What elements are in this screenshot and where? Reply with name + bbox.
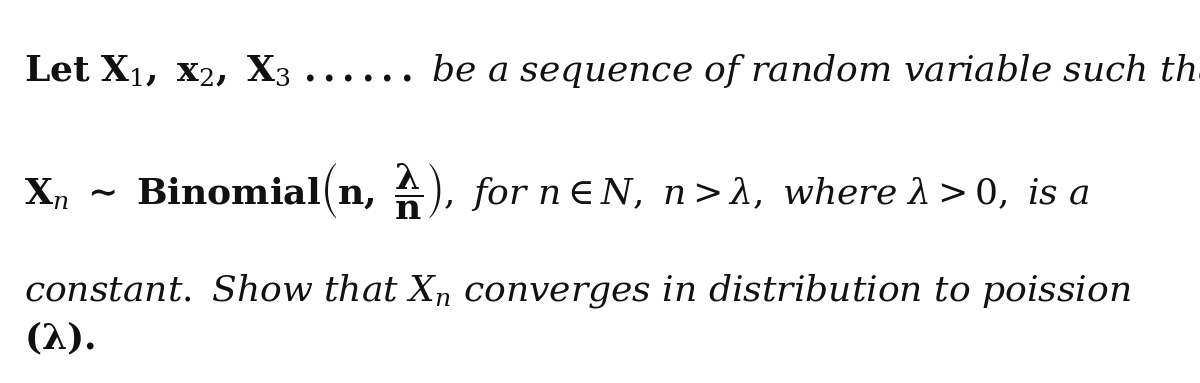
Text: $\mathbf{\mathit{constant.\ Show\ that\ X_{\mathit{n}}\ converges\ in\ distribut: $\mathbf{\mathit{constant.\ Show\ that\ … (24, 272, 1130, 310)
Text: $\mathbf{(\lambda).}$: $\mathbf{(\lambda).}$ (24, 320, 95, 357)
Text: $\mathbf{X_{\mathit{n}}\ \sim\ Binomial\left(n,\ \dfrac{\lambda}{n}\right)\mathi: $\mathbf{X_{\mathit{n}}\ \sim\ Binomial\… (24, 162, 1090, 223)
Text: $\mathbf{Let\ X_{\mathit{1}},\ x_{\mathit{2}},\ X_{\mathit{3}}\ ......\ \mathit{: $\mathbf{Let\ X_{\mathit{1}},\ x_{\mathi… (24, 52, 1200, 90)
